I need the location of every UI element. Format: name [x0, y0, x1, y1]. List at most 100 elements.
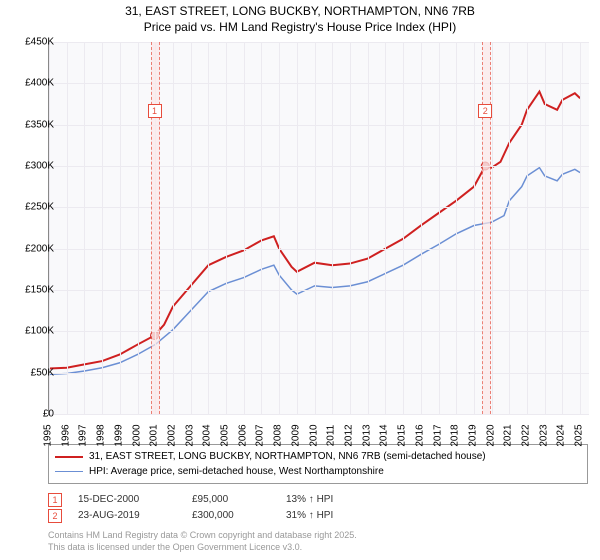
- legend-entry: HPI: Average price, semi-detached house,…: [55, 464, 581, 479]
- x-axis-label: 2020: [485, 424, 496, 446]
- x-axis-label: 2017: [432, 424, 443, 446]
- copyright-line-1: Contains HM Land Registry data © Crown c…: [48, 530, 588, 542]
- grid-line-v: [315, 42, 316, 414]
- x-axis-label: 2015: [397, 424, 408, 446]
- y-axis-label: £250K: [25, 202, 54, 213]
- x-axis-label: 2011: [326, 425, 337, 447]
- title-line-1: 31, EAST STREET, LONG BUCKBY, NORTHAMPTO…: [0, 4, 600, 20]
- legend-box: 31, EAST STREET, LONG BUCKBY, NORTHAMPTO…: [48, 444, 588, 484]
- legend-swatch: [55, 471, 83, 472]
- x-axis-label: 2025: [574, 424, 585, 446]
- x-axis-label: 2008: [273, 424, 284, 446]
- legend-label: 31, EAST STREET, LONG BUCKBY, NORTHAMPTO…: [89, 449, 486, 464]
- legend-swatch: [55, 456, 83, 458]
- sale-number-badge: 1: [48, 493, 62, 507]
- title-line-2: Price paid vs. HM Land Registry's House …: [0, 20, 600, 36]
- grid-line-v: [261, 42, 262, 414]
- sale-row: 2 23-AUG-2019 £300,000 31% ↑ HPI: [48, 508, 588, 524]
- grid-line-h: [49, 125, 589, 126]
- grid-line-h: [49, 166, 589, 167]
- sale-date: 23-AUG-2019: [78, 508, 168, 524]
- grid-line-v: [297, 42, 298, 414]
- grid-line-v: [226, 42, 227, 414]
- grid-line-h: [49, 290, 589, 291]
- grid-line-v: [332, 42, 333, 414]
- x-axis-label: 2005: [220, 424, 231, 446]
- x-axis-label: 2014: [379, 424, 390, 446]
- chart-lines-svg: [49, 42, 589, 414]
- sale-row: 115-DEC-2000£95,00013% ↑ HPI: [48, 492, 588, 508]
- sale-delta: 31% ↑ HPI: [286, 508, 333, 524]
- x-axis-label: 2013: [361, 424, 372, 446]
- sale-date: 15-DEC-2000: [78, 492, 168, 508]
- x-axis-label: 2006: [237, 424, 248, 446]
- sale-marker-label: 2: [478, 104, 492, 118]
- sale-marker-band: [151, 42, 160, 414]
- sale-delta: 13% ↑ HPI: [286, 492, 333, 508]
- x-axis-label: 2021: [503, 424, 514, 446]
- grid-line-v: [244, 42, 245, 414]
- grid-line-v: [509, 42, 510, 414]
- sale-marker-band: [482, 42, 491, 414]
- copyright-line-2: This data is licensed under the Open Gov…: [48, 542, 588, 554]
- grid-line-v: [49, 42, 50, 414]
- grid-line-v: [279, 42, 280, 414]
- x-axis-label: 2010: [308, 424, 319, 446]
- y-axis-label: £350K: [25, 119, 54, 130]
- price-chart: 12: [48, 42, 589, 415]
- grid-line-v: [403, 42, 404, 414]
- grid-line-v: [527, 42, 528, 414]
- chart-footer: 31, EAST STREET, LONG BUCKBY, NORTHAMPTO…: [48, 444, 588, 553]
- grid-line-v: [545, 42, 546, 414]
- grid-line-v: [580, 42, 581, 414]
- x-axis-label: 1995: [43, 424, 54, 446]
- x-axis-label: 1998: [96, 424, 107, 446]
- grid-line-v: [191, 42, 192, 414]
- x-axis-label: 2002: [166, 424, 177, 446]
- grid-line-v: [350, 42, 351, 414]
- y-axis-label: £300K: [25, 161, 54, 172]
- sale-number-badge: 2: [48, 509, 62, 523]
- x-axis-label: 2009: [290, 424, 301, 446]
- sale-marker-label: 1: [148, 104, 162, 118]
- y-axis-label: £450K: [25, 37, 54, 48]
- x-axis-label: 2012: [343, 424, 354, 446]
- x-axis-label: 1999: [113, 424, 124, 446]
- x-axis-label: 2019: [467, 424, 478, 446]
- grid-line-h: [49, 331, 589, 332]
- grid-line-v: [368, 42, 369, 414]
- copyright-block: Contains HM Land Registry data © Crown c…: [48, 530, 588, 553]
- y-axis-label: £150K: [25, 285, 54, 296]
- grid-line-h: [49, 42, 589, 43]
- y-axis-label: £0: [43, 409, 54, 420]
- legend-label: HPI: Average price, semi-detached house,…: [89, 464, 384, 479]
- grid-line-h: [49, 207, 589, 208]
- legend-entry: 31, EAST STREET, LONG BUCKBY, NORTHAMPTO…: [55, 449, 581, 464]
- x-axis-label: 2004: [202, 424, 213, 446]
- grid-line-v: [208, 42, 209, 414]
- grid-line-h: [49, 414, 589, 415]
- chart-title-block: 31, EAST STREET, LONG BUCKBY, NORTHAMPTO…: [0, 0, 600, 35]
- grid-line-v: [492, 42, 493, 414]
- grid-line-v: [562, 42, 563, 414]
- x-axis-label: 2007: [255, 424, 266, 446]
- grid-line-v: [173, 42, 174, 414]
- x-axis-label: 1996: [60, 424, 71, 446]
- x-axis-label: 2022: [521, 424, 532, 446]
- y-axis-label: £50K: [31, 367, 54, 378]
- grid-line-v: [67, 42, 68, 414]
- y-axis-label: £200K: [25, 243, 54, 254]
- x-axis-label: 2024: [556, 424, 567, 446]
- x-axis-label: 2001: [149, 424, 160, 446]
- x-axis-label: 2016: [414, 424, 425, 446]
- grid-line-v: [439, 42, 440, 414]
- x-axis-label: 2000: [131, 424, 142, 446]
- grid-line-h: [49, 83, 589, 84]
- grid-line-v: [456, 42, 457, 414]
- x-axis-label: 2023: [538, 424, 549, 446]
- grid-line-h: [49, 249, 589, 250]
- x-axis-label: 2003: [184, 424, 195, 446]
- y-axis-label: £100K: [25, 326, 54, 337]
- x-axis-label: 2018: [450, 424, 461, 446]
- sale-price: £300,000: [192, 508, 262, 524]
